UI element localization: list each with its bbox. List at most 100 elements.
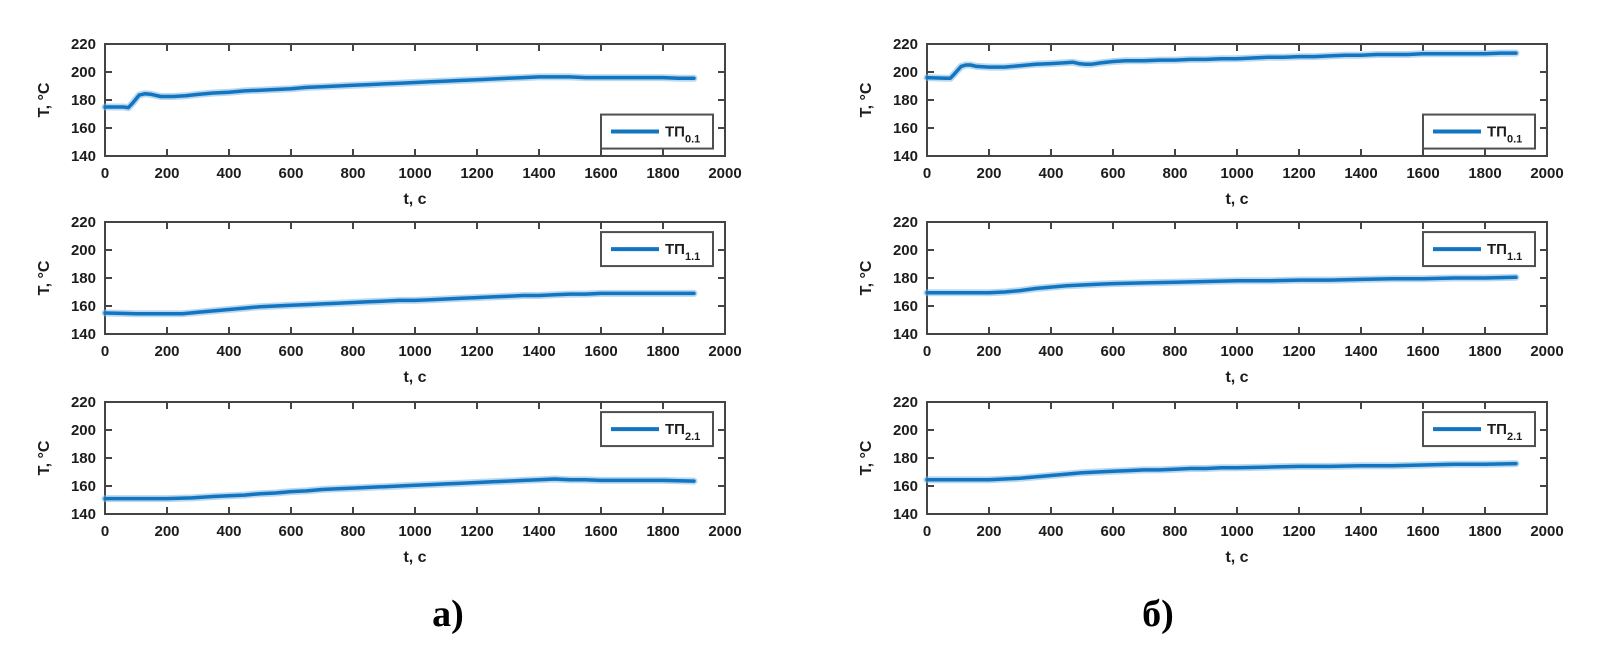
legend: ТП0.1: [1422, 113, 1536, 150]
x-axis-label: t, с: [403, 549, 426, 566]
y-tick-label: 140: [893, 148, 918, 165]
x-tick-label: 1800: [1468, 523, 1501, 540]
legend-label: ТП2.1: [665, 421, 700, 443]
series-line: [103, 75, 696, 110]
subplot-a-top: 0 200 400 600 800 1000 1200 1400 1600 1800 2000 140…: [36, 36, 742, 208]
x-tick-label: 2000: [708, 165, 741, 182]
series-line: [103, 291, 696, 316]
subplot-a-bottom: 0 200 400 600 800 1000 1200 1400 1600 1800 2000 140…: [36, 394, 742, 566]
y-tick-label: 180: [71, 450, 96, 467]
y-tick-label: 220: [71, 394, 96, 411]
subplot-b-bottom: 0 200 400 600 800 1000 1200 1400 1600 1800 2000 140…: [858, 394, 1564, 566]
x-tick-label: 400: [1038, 523, 1063, 540]
x-tick-label: 1800: [646, 165, 679, 182]
y-tick-label: 220: [71, 214, 96, 231]
x-tick-label: 1000: [1220, 165, 1253, 182]
y-tick-label: 160: [71, 298, 96, 315]
x-tick-label: 200: [154, 165, 179, 182]
x-tick-label: 1600: [584, 343, 617, 360]
legend: ТП0.1: [600, 113, 714, 150]
y-tick-label: 160: [71, 120, 96, 137]
series-line: [925, 275, 1518, 295]
x-tick-label: 1800: [646, 343, 679, 360]
x-tick-label: 1200: [460, 523, 493, 540]
x-tick-label: 400: [216, 165, 241, 182]
x-axis-label: t, с: [1225, 369, 1248, 386]
series-line: [925, 51, 1518, 81]
caption-b: б): [1142, 593, 1174, 635]
y-tick-label: 220: [893, 214, 918, 231]
x-tick-label: 800: [1162, 343, 1187, 360]
x-tick-label: 400: [1038, 165, 1063, 182]
x-tick-label: 400: [216, 523, 241, 540]
x-tick-label: 1000: [398, 523, 431, 540]
y-tick-label: 160: [893, 478, 918, 495]
y-tick-label: 200: [71, 422, 96, 439]
x-tick-label: 200: [976, 165, 1001, 182]
y-tick-label: 140: [71, 326, 96, 343]
y-tick-label: 160: [893, 298, 918, 315]
subplot-b-middle: 0 200 400 600 800 1000 1200 1400 1600 1800 2000 140…: [858, 214, 1564, 386]
subplot-a-middle: 0 200 400 600 800 1000 1200 1400 1600 1800 2000 140…: [36, 214, 742, 386]
y-axis-label: T, °C: [36, 82, 53, 117]
y-axis-label: T, °C: [858, 82, 875, 117]
x-tick-label: 800: [340, 165, 365, 182]
x-tick-label: 0: [101, 343, 109, 360]
x-tick-label: 1000: [1220, 523, 1253, 540]
x-tick-label: 1400: [1344, 523, 1377, 540]
y-tick-label: 200: [893, 242, 918, 259]
legend: ТП2.1: [1422, 411, 1536, 448]
y-axis-label: T, °C: [36, 260, 53, 295]
x-axis-label: t, с: [1225, 549, 1248, 566]
y-tick-label: 220: [71, 36, 96, 53]
x-tick-label: 0: [101, 165, 109, 182]
y-tick-label: 220: [893, 394, 918, 411]
y-tick-label: 180: [71, 92, 96, 109]
x-tick-label: 2000: [1530, 523, 1563, 540]
x-tick-label: 600: [1100, 523, 1125, 540]
legend-label: ТП0.1: [665, 124, 700, 146]
y-tick-label: 220: [893, 36, 918, 53]
x-axis-label: t, с: [403, 369, 426, 386]
x-axis-label: t, с: [1225, 191, 1248, 208]
x-tick-label: 400: [216, 343, 241, 360]
x-tick-label: 1400: [522, 165, 555, 182]
y-tick-label: 200: [893, 64, 918, 81]
y-axis-label: T, °C: [858, 440, 875, 475]
y-tick-label: 180: [71, 270, 96, 287]
series-line: [103, 477, 696, 501]
legend-label: ТП0.1: [1487, 124, 1522, 146]
x-tick-label: 0: [923, 343, 931, 360]
x-tick-label: 1600: [584, 523, 617, 540]
y-tick-label: 160: [893, 120, 918, 137]
y-tick-label: 180: [893, 270, 918, 287]
y-tick-label: 140: [71, 148, 96, 165]
x-tick-label: 1400: [522, 523, 555, 540]
x-tick-label: 1200: [1282, 343, 1315, 360]
x-axis-label: t, с: [403, 191, 426, 208]
x-tick-label: 600: [1100, 343, 1125, 360]
y-tick-label: 140: [893, 506, 918, 523]
x-tick-label: 1200: [1282, 523, 1315, 540]
x-tick-label: 2000: [1530, 165, 1563, 182]
x-tick-label: 1400: [1344, 343, 1377, 360]
axes: 0 200 400 600 800 1000 1200 1400 1600 1800 2000 140…: [71, 36, 742, 182]
x-tick-label: 1000: [1220, 343, 1253, 360]
y-tick-label: 140: [71, 506, 96, 523]
x-tick-label: 2000: [1530, 343, 1563, 360]
x-tick-label: 1800: [1468, 343, 1501, 360]
x-tick-label: 200: [976, 523, 1001, 540]
x-tick-label: 1200: [460, 343, 493, 360]
x-tick-label: 200: [976, 343, 1001, 360]
x-tick-label: 200: [154, 343, 179, 360]
x-tick-label: 800: [340, 523, 365, 540]
x-tick-label: 800: [1162, 523, 1187, 540]
x-tick-label: 0: [101, 523, 109, 540]
x-tick-label: 600: [278, 165, 303, 182]
x-tick-label: 1400: [1344, 165, 1377, 182]
x-tick-label: 800: [340, 343, 365, 360]
y-axis-label: T, °C: [36, 440, 53, 475]
x-tick-label: 0: [923, 165, 931, 182]
caption-a: а): [432, 593, 464, 635]
